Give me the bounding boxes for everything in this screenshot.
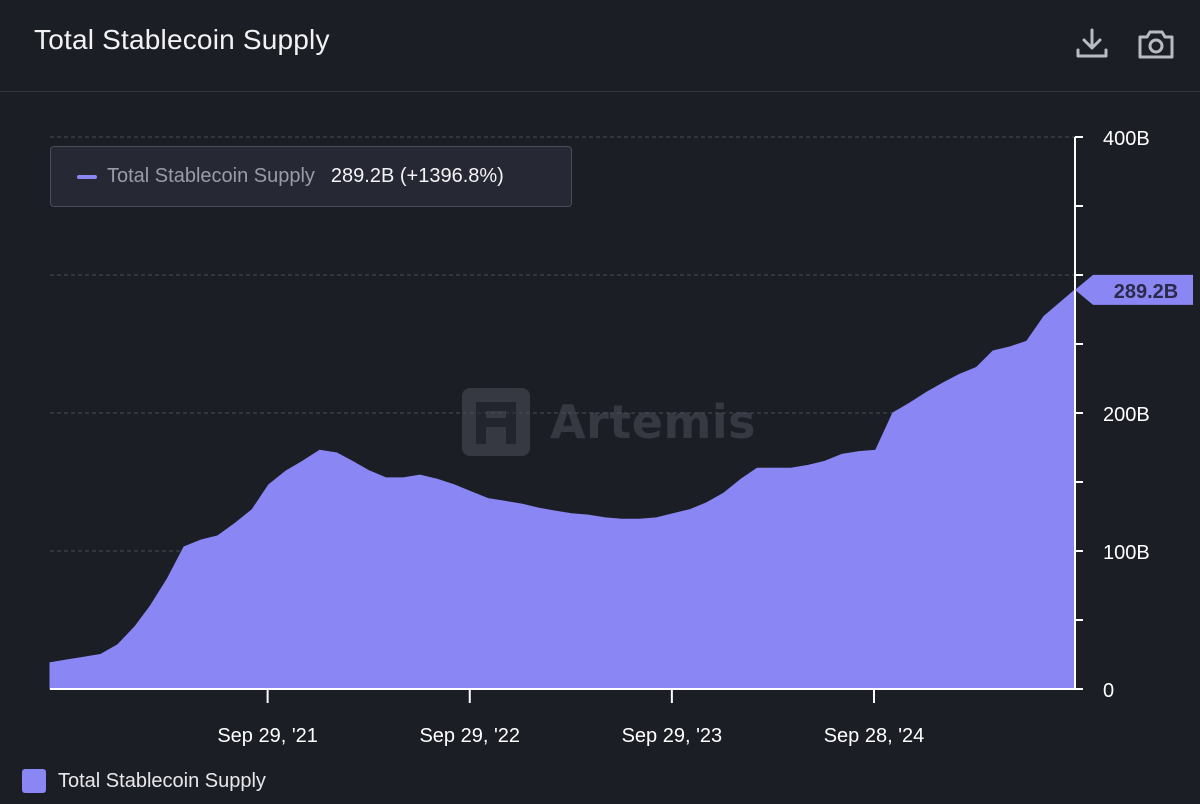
legend-swatch (22, 769, 46, 793)
page-title: Total Stablecoin Supply (34, 24, 330, 55)
watermark-text: Artemis (550, 395, 757, 449)
tooltip-series-swatch (77, 174, 97, 179)
tooltip-value: 289.2B (+1396.8%) (330, 165, 504, 187)
camera-button[interactable] (1134, 22, 1178, 66)
x-tick-label: Sep 28, '24 (824, 725, 925, 747)
artemis-logo-icon (462, 388, 530, 456)
legend-label: Total Stablecoin Supply (58, 769, 266, 792)
series-area (49, 288, 1076, 690)
watermark: Artemis (462, 387, 756, 457)
x-tick-label: Sep 29, '21 (217, 725, 318, 747)
y-tick-label: 100B (1103, 542, 1150, 564)
panel-header: Total Stablecoin Supply (0, 0, 1200, 92)
last-value-marker (1075, 274, 1193, 305)
x-tick-label: Sep 29, '23 (622, 725, 723, 747)
value-tooltip: Total Stablecoin Supply 289.2B (+1396.8%… (50, 146, 572, 207)
download-icon (1076, 28, 1108, 58)
legend-item[interactable]: Total Stablecoin Supply (22, 767, 266, 795)
tooltip-series-name: Total Stablecoin Supply (107, 165, 315, 187)
x-tick-label: Sep 29, '22 (419, 725, 520, 747)
download-button[interactable] (1070, 22, 1114, 66)
y-tick-label: 400B (1103, 128, 1150, 150)
last-value-label: 289.2B (1114, 281, 1179, 303)
y-tick-label: 0 (1103, 680, 1114, 702)
camera-icon (1138, 30, 1174, 59)
y-tick-label: 200B (1103, 404, 1150, 426)
